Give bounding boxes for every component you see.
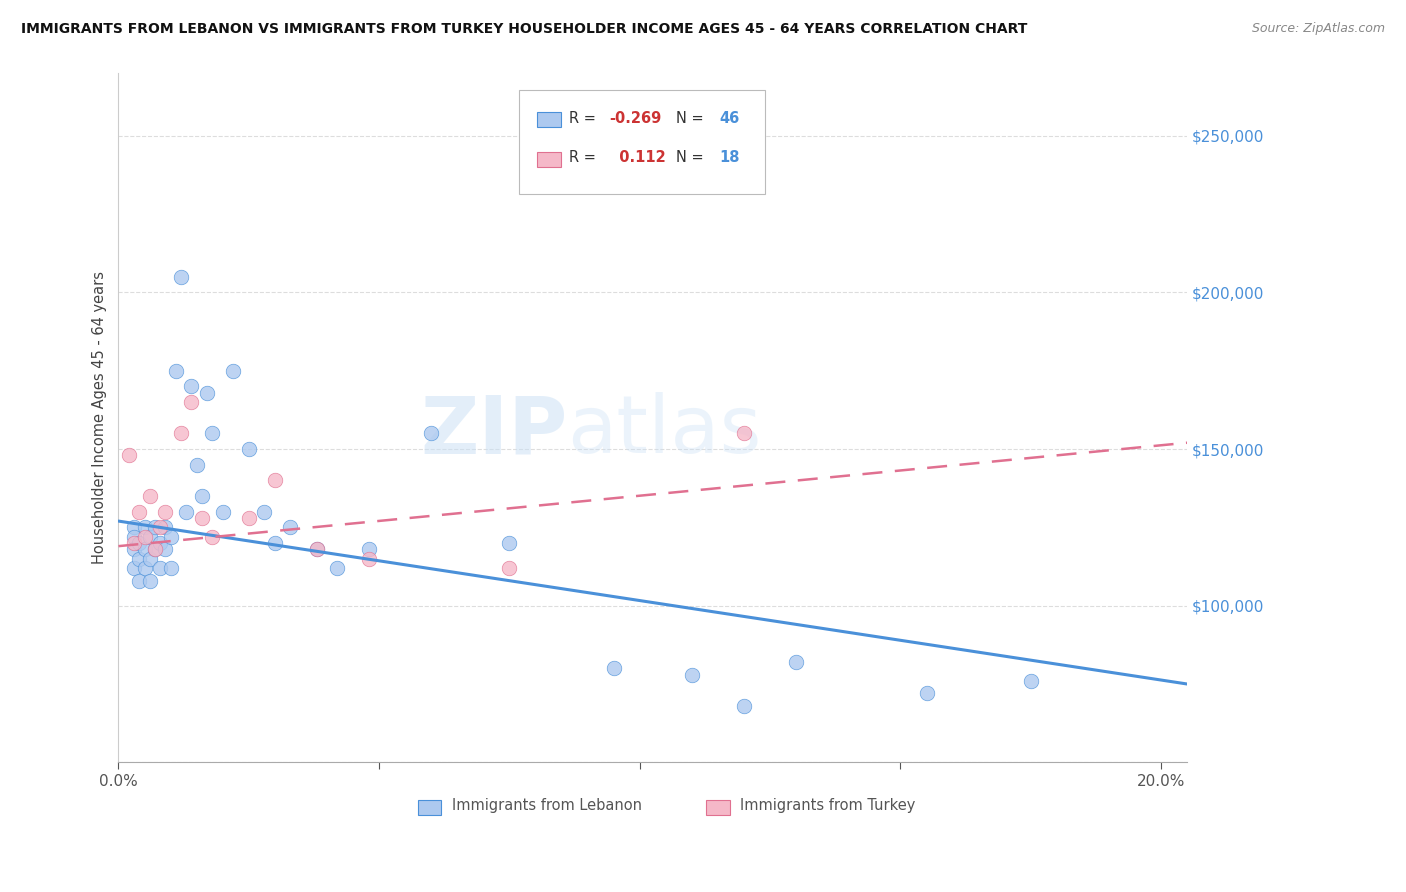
- Text: Immigrants from Turkey: Immigrants from Turkey: [741, 797, 915, 813]
- Point: [326, 561, 349, 575]
- Text: R =: R =: [569, 111, 600, 126]
- Point: [211, 505, 233, 519]
- Point: [122, 520, 145, 534]
- Point: [134, 530, 156, 544]
- Point: [186, 458, 208, 472]
- Point: [201, 426, 224, 441]
- Text: 18: 18: [718, 150, 740, 165]
- Point: [155, 542, 177, 557]
- Point: [915, 686, 938, 700]
- Y-axis label: Householder Income Ages 45 - 64 years: Householder Income Ages 45 - 64 years: [93, 271, 107, 564]
- Point: [128, 574, 150, 588]
- Point: [191, 511, 214, 525]
- Point: [238, 511, 260, 525]
- Point: [138, 530, 160, 544]
- Point: [603, 661, 626, 675]
- Point: [143, 542, 166, 557]
- Text: N =: N =: [676, 111, 709, 126]
- FancyBboxPatch shape: [537, 152, 561, 167]
- Point: [253, 505, 276, 519]
- Point: [149, 536, 172, 550]
- Text: ZIP: ZIP: [420, 392, 568, 470]
- FancyBboxPatch shape: [519, 90, 765, 194]
- Point: [191, 489, 214, 503]
- Point: [159, 561, 181, 575]
- Point: [195, 385, 218, 400]
- Point: [128, 505, 150, 519]
- Point: [122, 542, 145, 557]
- Point: [180, 395, 202, 409]
- Point: [174, 505, 197, 519]
- Point: [155, 520, 177, 534]
- Point: [180, 379, 202, 393]
- Text: Source: ZipAtlas.com: Source: ZipAtlas.com: [1251, 22, 1385, 36]
- Point: [159, 530, 181, 544]
- Point: [165, 364, 187, 378]
- Point: [222, 364, 245, 378]
- Point: [138, 551, 160, 566]
- Point: [138, 574, 160, 588]
- FancyBboxPatch shape: [537, 112, 561, 128]
- Text: N =: N =: [676, 150, 709, 165]
- Text: atlas: atlas: [568, 392, 762, 470]
- Text: IMMIGRANTS FROM LEBANON VS IMMIGRANTS FROM TURKEY HOUSEHOLDER INCOME AGES 45 - 6: IMMIGRANTS FROM LEBANON VS IMMIGRANTS FR…: [21, 22, 1028, 37]
- Point: [280, 520, 302, 534]
- Point: [357, 551, 380, 566]
- Text: 0.112: 0.112: [609, 150, 666, 165]
- Point: [357, 542, 380, 557]
- Point: [681, 667, 703, 681]
- Point: [122, 536, 145, 550]
- FancyBboxPatch shape: [418, 799, 441, 814]
- Point: [498, 536, 520, 550]
- Point: [138, 489, 160, 503]
- Point: [122, 530, 145, 544]
- Text: -0.269: -0.269: [609, 111, 661, 126]
- Point: [128, 551, 150, 566]
- FancyBboxPatch shape: [706, 799, 730, 814]
- Point: [122, 561, 145, 575]
- Point: [305, 542, 328, 557]
- Point: [498, 561, 520, 575]
- Point: [143, 520, 166, 534]
- Point: [305, 542, 328, 557]
- Text: Immigrants from Lebanon: Immigrants from Lebanon: [451, 797, 643, 813]
- Point: [170, 426, 193, 441]
- Point: [134, 561, 156, 575]
- Point: [134, 520, 156, 534]
- Point: [785, 655, 807, 669]
- Point: [263, 536, 285, 550]
- Point: [143, 542, 166, 557]
- Text: R =: R =: [569, 150, 600, 165]
- Point: [201, 530, 224, 544]
- Point: [420, 426, 443, 441]
- Point: [118, 448, 141, 462]
- Point: [733, 698, 755, 713]
- Point: [263, 473, 285, 487]
- Point: [170, 269, 193, 284]
- Point: [733, 426, 755, 441]
- Point: [155, 505, 177, 519]
- Point: [149, 520, 172, 534]
- Point: [149, 561, 172, 575]
- Point: [128, 536, 150, 550]
- Point: [1019, 673, 1042, 688]
- Text: 46: 46: [718, 111, 740, 126]
- Point: [134, 542, 156, 557]
- Point: [238, 442, 260, 456]
